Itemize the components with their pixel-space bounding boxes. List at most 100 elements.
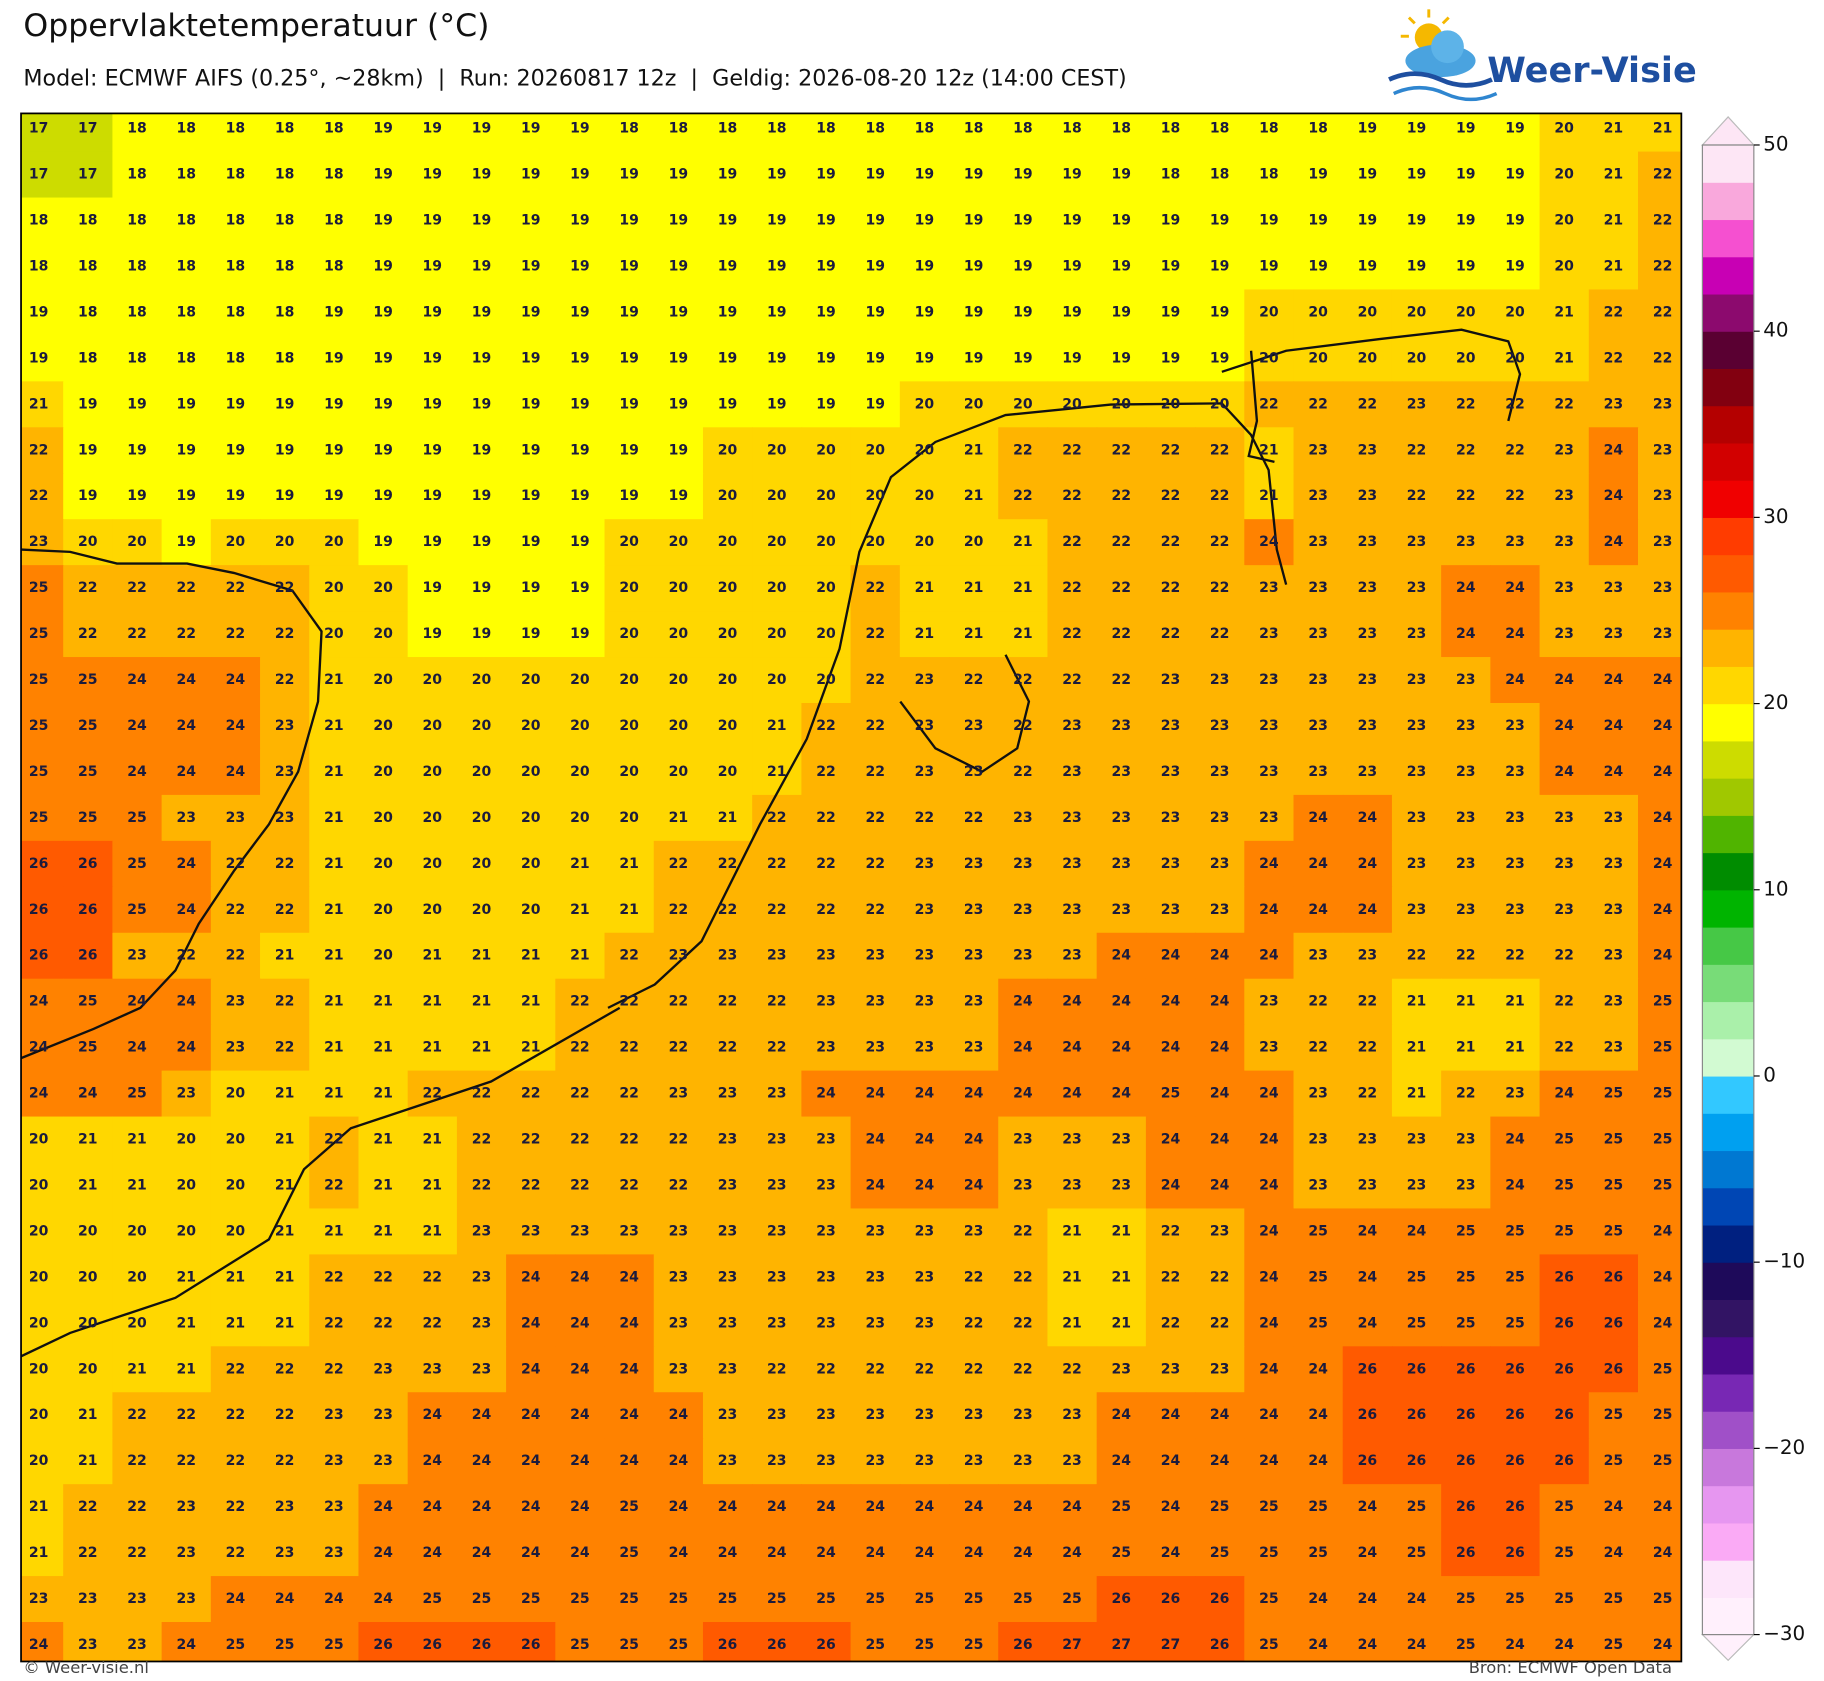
- temp-label: 19: [1407, 121, 1427, 137]
- temp-cell: [1391, 702, 1442, 750]
- temp-cell: [1391, 1162, 1442, 1210]
- temp-label: 23: [1407, 718, 1427, 734]
- colorbar-band: [1702, 517, 1754, 556]
- temp-label: 19: [767, 213, 787, 229]
- temp-label: 23: [570, 1223, 590, 1239]
- colorbar-band: [1702, 368, 1754, 407]
- temp-cell: [63, 1070, 114, 1118]
- temp-label: 25: [1653, 1453, 1673, 1469]
- temp-cell: [456, 519, 507, 566]
- temp-label: 21: [472, 994, 492, 1010]
- temp-cell: [1047, 1116, 1098, 1164]
- temp-cell: [1391, 113, 1442, 153]
- temp-label: 19: [423, 350, 443, 366]
- temp-cell: [358, 519, 409, 566]
- temp-label: 23: [816, 1269, 836, 1285]
- temp-cell: [1342, 748, 1393, 796]
- temp-cell: [1195, 886, 1246, 934]
- temp-label: 19: [1259, 258, 1279, 274]
- temp-label: 19: [570, 396, 590, 412]
- temp-cell: [1588, 1392, 1639, 1439]
- temp-cell: [998, 427, 1049, 474]
- temp-label: 23: [1259, 718, 1279, 734]
- temp-label: 24: [1653, 1499, 1673, 1515]
- temp-label: 22: [324, 1361, 344, 1377]
- temp-label: 21: [176, 1315, 196, 1331]
- temp-cell: [1539, 519, 1590, 566]
- temp-label: 24: [1358, 1499, 1378, 1515]
- temp-label: 22: [472, 1177, 492, 1193]
- temp-cell: [1145, 1208, 1196, 1256]
- temp-cell: [801, 1622, 852, 1662]
- temp-cell: [309, 611, 360, 658]
- temp-label: 25: [1456, 1269, 1476, 1285]
- temp-cell: [801, 473, 852, 520]
- temp-cell: [1441, 243, 1492, 291]
- temp-label: 23: [1308, 534, 1328, 550]
- temp-label: 24: [1112, 994, 1132, 1010]
- temp-cell: [702, 289, 753, 337]
- temp-cell: [210, 289, 261, 337]
- temp-cell: [949, 794, 999, 842]
- temp-label: 19: [1112, 213, 1132, 229]
- temp-cell: [1047, 1300, 1098, 1348]
- temp-cell: [1441, 748, 1492, 796]
- temp-label: 24: [29, 1637, 49, 1653]
- temp-label: 18: [275, 258, 295, 274]
- temp-label: 18: [127, 167, 147, 183]
- temp-label: 18: [78, 350, 98, 366]
- temp-cell: [210, 1346, 261, 1393]
- temp-label: 24: [1259, 1223, 1279, 1239]
- temp-label: 23: [1505, 534, 1525, 550]
- temp-label: 19: [1161, 350, 1181, 366]
- temp-label: 19: [472, 396, 492, 412]
- temp-cell: [752, 1024, 803, 1072]
- temp-label: 22: [275, 856, 295, 872]
- temp-label: 19: [226, 488, 246, 504]
- temp-cell: [1342, 151, 1393, 199]
- temp-label: 24: [1653, 856, 1673, 872]
- temp-cell: [210, 381, 261, 428]
- temp-cell: [653, 1070, 704, 1118]
- temp-label: 20: [226, 534, 246, 550]
- temp-cell: [456, 565, 507, 612]
- temp-label: 19: [423, 167, 443, 183]
- temp-label: 25: [78, 672, 98, 688]
- temp-label: 24: [1161, 1132, 1181, 1148]
- temp-cell: [1638, 1116, 1682, 1164]
- temp-label: 25: [570, 1637, 590, 1653]
- temp-cell: [1342, 1530, 1393, 1577]
- temp-label: 18: [1013, 121, 1033, 137]
- temp-label: 24: [1308, 1361, 1328, 1377]
- temp-cell: [1195, 335, 1246, 383]
- temp-label: 22: [1112, 626, 1132, 642]
- temp-cell: [309, 794, 360, 842]
- temp-label: 23: [275, 1499, 295, 1515]
- temp-label: 24: [1653, 1637, 1673, 1653]
- temp-label: 22: [1062, 534, 1082, 550]
- temp-cell: [161, 113, 212, 153]
- temp-label: 23: [1308, 1177, 1328, 1193]
- temp-cell: [1244, 1346, 1295, 1393]
- temp-cell: [1638, 1622, 1682, 1662]
- temp-cell: [63, 1530, 114, 1577]
- temp-cell: [260, 978, 310, 1026]
- temp-label: 22: [1505, 396, 1525, 412]
- temp-cell: [407, 978, 458, 1026]
- temp-cell: [1391, 1346, 1442, 1393]
- temp-label: 23: [767, 1086, 787, 1102]
- temp-label: 23: [275, 718, 295, 734]
- temp-cell: [1342, 657, 1393, 704]
- temp-cell: [998, 381, 1049, 428]
- temp-cell: [1441, 519, 1492, 566]
- temp-cell: [1293, 1438, 1344, 1485]
- temp-label: 26: [1407, 1361, 1427, 1377]
- temp-label: 25: [1604, 1591, 1624, 1607]
- temp-cell: [604, 1622, 655, 1662]
- temp-label: 24: [570, 1499, 590, 1515]
- temp-cell: [1293, 1392, 1344, 1439]
- temp-cell: [63, 794, 114, 842]
- temp-label: 20: [373, 764, 393, 780]
- temp-cell: [752, 1392, 803, 1439]
- temp-cell: [1096, 840, 1147, 888]
